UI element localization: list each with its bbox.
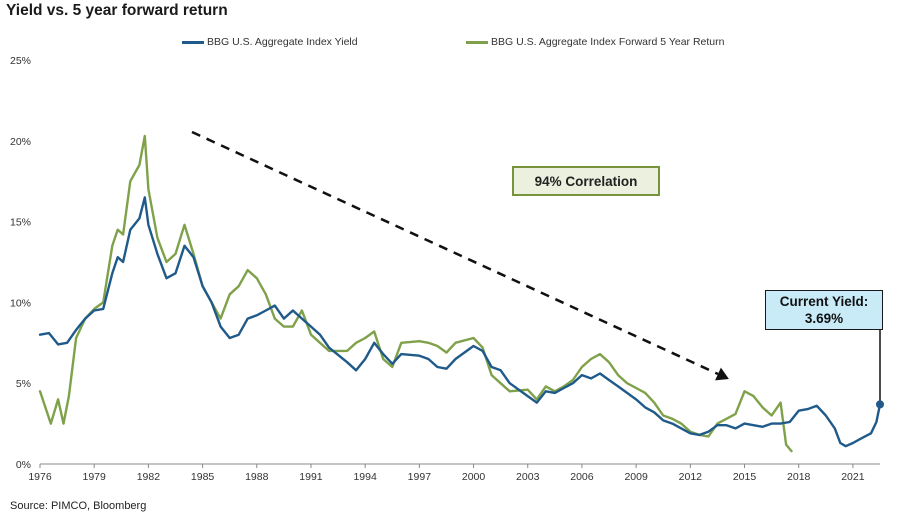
y-tick-label: 15%	[10, 217, 31, 229]
y-tick-label: 5%	[16, 378, 31, 390]
x-tick-label: 1997	[408, 471, 432, 483]
x-tick-label: 2000	[462, 471, 486, 483]
legend-item-forward: BBG U.S. Aggregate Index Forward 5 Year …	[466, 36, 724, 48]
legend-item-yield: BBG U.S. Aggregate Index Yield	[182, 36, 358, 48]
y-tick-label: 20%	[10, 136, 31, 148]
legend-swatch-yield	[182, 40, 204, 44]
current-yield-box: Current Yield: 3.69%	[765, 290, 883, 330]
x-tick-label: 2009	[624, 471, 648, 483]
x-tick-label: 1979	[83, 471, 107, 483]
x-tick-label: 2003	[516, 471, 540, 483]
correlation-box: 94% Correlation	[512, 166, 660, 196]
y-tick-label: 10%	[10, 297, 31, 309]
x-tick-label: 1994	[353, 471, 377, 483]
source-note: Source: PIMCO, Bloomberg	[10, 500, 147, 512]
series-line-yield	[38, 196, 882, 448]
x-tick-label: 1988	[245, 471, 269, 483]
legend-swatch-forward	[466, 40, 488, 44]
axes: 0% 5% 10% 15% 20% 25% 1976 1979 1982 1985 1988 1991…	[10, 55, 880, 483]
x-tick-label: 2021	[841, 471, 865, 483]
y-tick-label: 0%	[16, 459, 31, 471]
trend-arrow	[191, 130, 729, 381]
chart-title: Yield vs. 5 year forward return	[6, 2, 228, 19]
x-tick-label: 1976	[28, 471, 52, 483]
legend-label-yield: BBG U.S. Aggregate Index Yield	[207, 36, 358, 48]
current-yield-value: 3.69%	[804, 311, 844, 326]
current-yield-marker	[876, 330, 884, 409]
legend: BBG U.S. Aggregate Index Yield BBG U.S. …	[0, 36, 897, 50]
legend-label-forward: BBG U.S. Aggregate Index Forward 5 Year …	[491, 36, 725, 48]
x-tick-label: 1991	[299, 471, 323, 483]
x-tick-label: 2018	[787, 471, 811, 483]
current-yield-label: Current Yield:	[779, 294, 869, 309]
series-line-forward	[38, 134, 793, 453]
x-tick-label: 1985	[191, 471, 215, 483]
x-tick-label: 2012	[679, 471, 703, 483]
series-lines	[38, 134, 882, 453]
x-tick-label: 2015	[733, 471, 757, 483]
y-tick-label: 25%	[10, 55, 31, 67]
trend-arrow-line	[191, 130, 719, 376]
trend-arrow-head	[715, 367, 729, 381]
x-tick-label: 2006	[570, 471, 594, 483]
x-tick-label: 1982	[137, 471, 161, 483]
current-yield-dot	[876, 400, 884, 409]
